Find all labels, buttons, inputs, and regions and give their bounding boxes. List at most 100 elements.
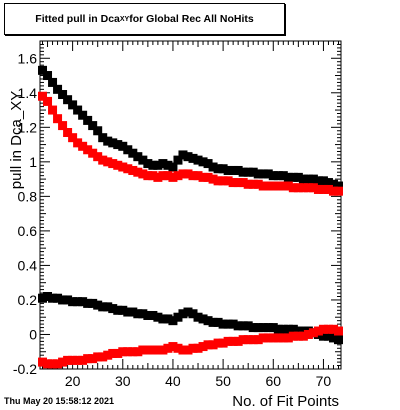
data-point: [263, 181, 273, 191]
data-point: [73, 105, 83, 115]
tick-labels: 20 30 40 50 60 70 -0.2 0 0.2 0.4 0.6 0.8 1 1.2 1.4 1.6: [13, 50, 332, 389]
data-point: [108, 304, 118, 314]
data-point: [303, 183, 313, 193]
data-point: [228, 178, 238, 188]
data-point: [158, 314, 168, 324]
data-point: [158, 159, 168, 169]
data-point: [173, 155, 183, 165]
data-point: [268, 171, 278, 181]
data-point: [198, 314, 208, 324]
data-point: [243, 321, 253, 331]
data-point: [188, 153, 198, 163]
data-point: [68, 355, 78, 365]
data-point: [308, 174, 318, 184]
data-point: [103, 136, 113, 146]
data-point: [333, 186, 343, 196]
data-point: [98, 155, 108, 165]
data-point: [318, 176, 328, 186]
data-point: [133, 347, 143, 357]
data-point: [278, 181, 288, 191]
series-2: [38, 91, 343, 196]
data-point: [288, 183, 298, 193]
data-point: [138, 155, 148, 165]
data-point: [63, 95, 73, 105]
data-point: [163, 160, 173, 170]
data-point: [43, 359, 53, 369]
data-point: [68, 100, 78, 110]
data-point: [208, 174, 218, 184]
data-point: [183, 345, 193, 355]
data-point: [113, 305, 123, 315]
y-tick-label: 0.8: [18, 188, 38, 204]
data-point: [318, 331, 328, 341]
data-point: [133, 309, 143, 319]
data-point: [203, 340, 213, 350]
chart-title-suffix: for Global Rec All NoHits: [129, 13, 254, 25]
data-point: [118, 347, 128, 357]
data-point: [68, 133, 78, 143]
data-point: [103, 350, 113, 360]
data-point: [203, 159, 213, 169]
data-point: [163, 343, 173, 353]
data-point: [148, 345, 158, 355]
chart-title-subscript: XY: [119, 15, 130, 23]
data-point: [188, 343, 198, 353]
data-point: [168, 342, 178, 352]
data-point: [43, 71, 53, 81]
data-point: [48, 293, 58, 303]
data-point: [153, 160, 163, 170]
data-point: [153, 312, 163, 322]
data-point: [288, 331, 298, 341]
data-point: [193, 343, 203, 353]
data-marks: [38, 65, 343, 369]
data-point: [263, 169, 273, 179]
data-point: [78, 297, 88, 307]
data-point: [223, 319, 233, 329]
data-point: [193, 312, 203, 322]
data-point: [248, 167, 258, 177]
data-point: [173, 343, 183, 353]
data-point: [48, 359, 58, 369]
data-point: [43, 291, 53, 301]
data-point: [248, 179, 258, 189]
data-point: [123, 164, 133, 174]
data-point: [253, 323, 263, 333]
plot-frame: [39, 40, 342, 370]
x-tick-label: 60: [265, 373, 281, 389]
data-point: [48, 105, 58, 115]
data-point: [38, 357, 48, 367]
data-point: [188, 171, 198, 181]
data-point: [63, 127, 73, 137]
data-point: [273, 171, 283, 181]
data-point: [148, 171, 158, 181]
data-point: [68, 297, 78, 307]
data-point: [228, 336, 238, 346]
x-tick-label: 40: [165, 373, 181, 389]
data-point: [283, 333, 293, 343]
data-point: [113, 140, 123, 150]
data-point: [223, 176, 233, 186]
data-point: [268, 323, 278, 333]
data-point: [293, 326, 303, 336]
data-point: [213, 176, 223, 186]
data-point: [133, 167, 143, 177]
data-point: [58, 357, 68, 367]
data-point: [283, 172, 293, 182]
data-point: [43, 96, 53, 106]
data-point: [163, 314, 173, 324]
data-point: [78, 141, 88, 151]
data-point: [253, 169, 263, 179]
data-point: [38, 91, 48, 101]
data-point: [258, 333, 268, 343]
data-point: [323, 178, 333, 188]
data-point: [168, 162, 178, 172]
data-point: [153, 345, 163, 355]
data-point: [138, 345, 148, 355]
data-point: [238, 321, 248, 331]
data-point: [93, 300, 103, 310]
data-point: [178, 345, 188, 355]
data-point: [38, 65, 48, 75]
data-point: [178, 309, 188, 319]
data-point: [118, 141, 128, 151]
data-point: [183, 169, 193, 179]
